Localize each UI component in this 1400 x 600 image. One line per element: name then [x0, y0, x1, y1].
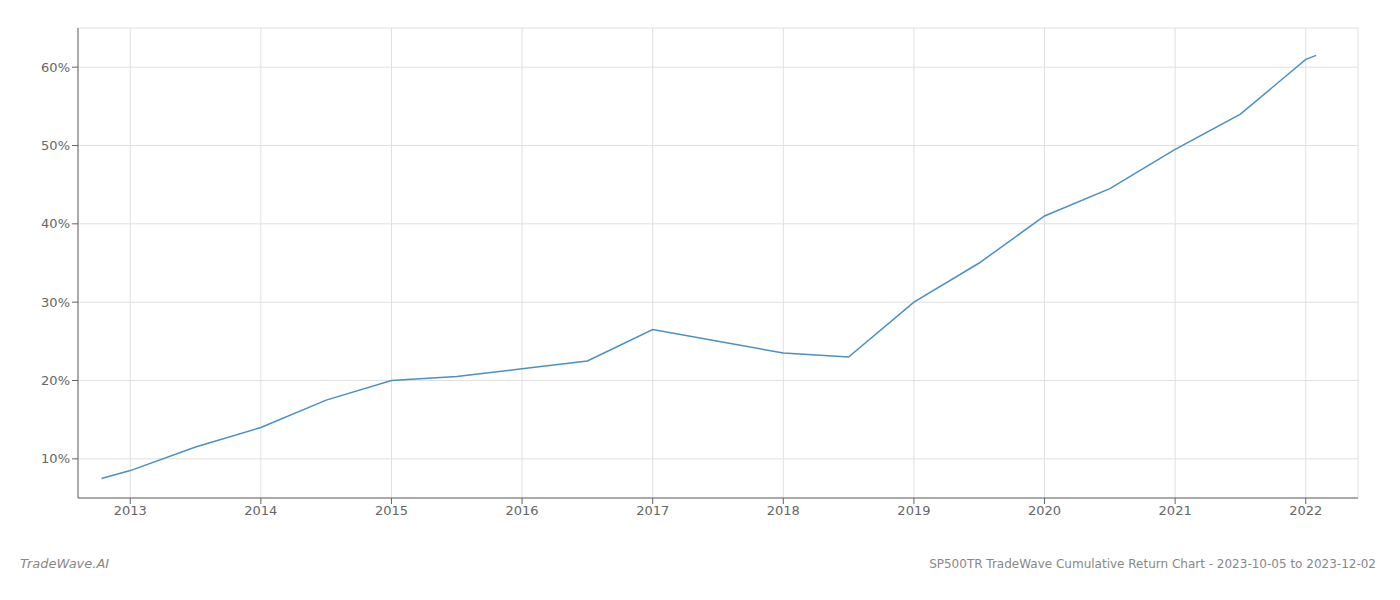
- svg-text:30%: 30%: [41, 295, 70, 310]
- svg-text:10%: 10%: [41, 451, 70, 466]
- html-text:TradeWave.AI: TradeWave.AI: [20, 556, 110, 571]
- html-text:SP500TR TradeWave Cumulative R: SP500TR TradeWave Cumulative Return Char…: [929, 557, 1376, 571]
- svg-text:2016: 2016: [506, 503, 539, 518]
- svg-text:40%: 40%: [41, 216, 70, 231]
- svg-text:20%: 20%: [41, 373, 70, 388]
- svg-text:2013: 2013: [114, 503, 147, 518]
- svg-text:2015: 2015: [375, 503, 408, 518]
- svg-text:2018: 2018: [767, 503, 800, 518]
- svg-text:50%: 50%: [41, 138, 70, 153]
- svg-text:2017: 2017: [636, 503, 669, 518]
- svg-text:2019: 2019: [897, 503, 930, 518]
- svg-text:2021: 2021: [1159, 503, 1192, 518]
- svg-text:2020: 2020: [1028, 503, 1061, 518]
- svg-text:2014: 2014: [244, 503, 277, 518]
- svg-text:2022: 2022: [1289, 503, 1322, 518]
- svg-text:60%: 60%: [41, 60, 70, 75]
